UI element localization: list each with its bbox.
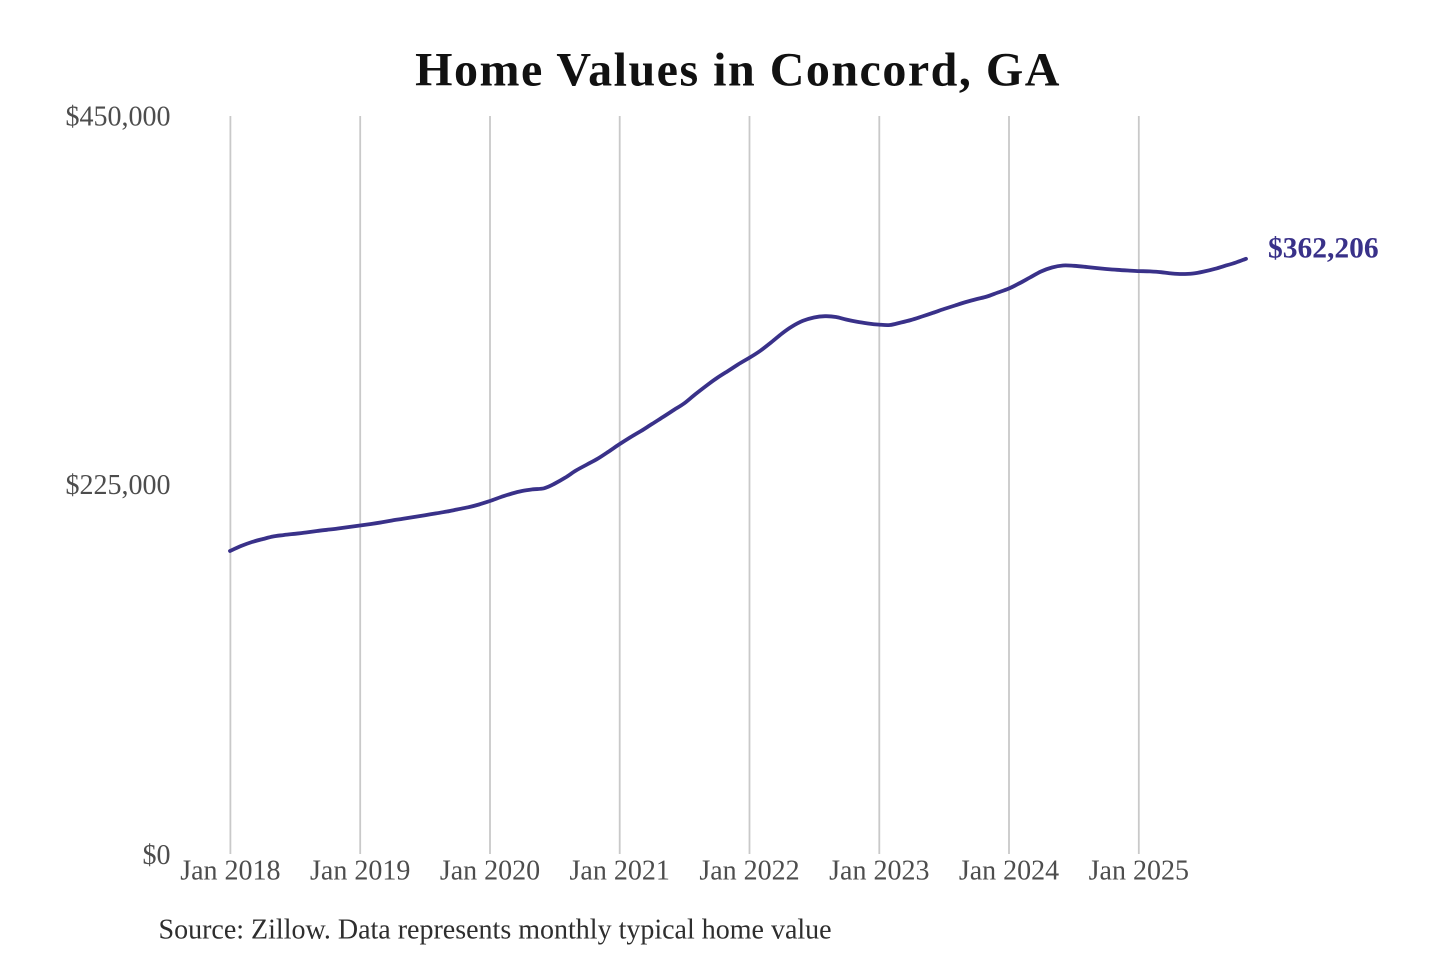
svg-text:$0: $0 (143, 840, 171, 871)
svg-text:Jan 2019: Jan 2019 (310, 856, 410, 887)
svg-text:$362,206: $362,206 (1268, 233, 1379, 265)
svg-text:Jan 2023: Jan 2023 (829, 856, 929, 887)
svg-text:Jan 2025: Jan 2025 (1089, 856, 1189, 887)
svg-text:Home Values in Concord, GA: Home Values in Concord, GA (415, 44, 1061, 97)
svg-text:Jan 2020: Jan 2020 (440, 856, 540, 887)
svg-text:$450,000: $450,000 (66, 102, 171, 133)
svg-text:Jan 2022: Jan 2022 (699, 856, 799, 887)
svg-text:$225,000: $225,000 (66, 470, 171, 501)
svg-text:Jan 2021: Jan 2021 (570, 856, 670, 887)
svg-text:Jan 2024: Jan 2024 (959, 856, 1059, 887)
svg-text:Source: Zillow. Data represent: Source: Zillow. Data represents monthly … (159, 915, 832, 946)
svg-text:Jan 2018: Jan 2018 (180, 856, 280, 887)
